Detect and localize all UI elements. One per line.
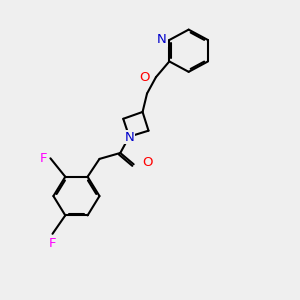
Text: N: N — [157, 33, 167, 46]
Text: F: F — [49, 237, 56, 250]
Text: N: N — [125, 131, 135, 144]
Text: O: O — [142, 156, 152, 169]
Text: F: F — [39, 152, 47, 165]
Text: O: O — [140, 71, 150, 84]
